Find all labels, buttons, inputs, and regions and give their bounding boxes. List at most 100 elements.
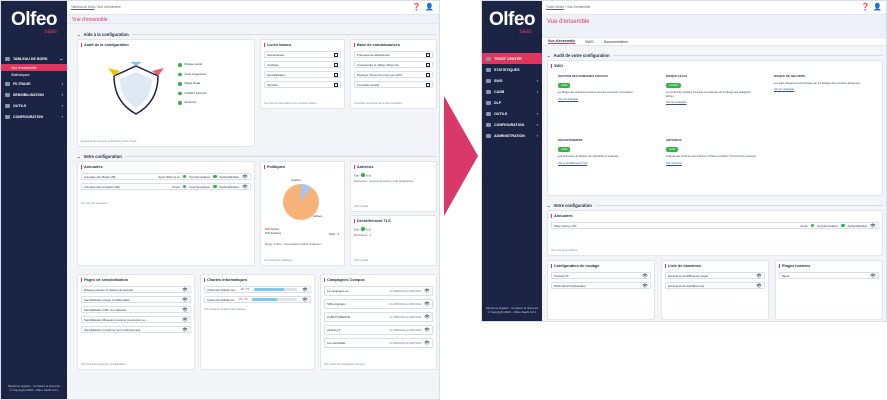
- card-footer-link[interactable]: Voir toutes les pages de sensibilisation: [81, 363, 126, 366]
- legal-links[interactable]: Mentions légales · Contacts et licences: [7, 384, 61, 389]
- card-footer-link[interactable]: Voir toutes les chartes informatiques: [204, 308, 246, 311]
- chevron-down-icon: ⌄: [59, 56, 63, 61]
- breadcrumb-link[interactable]: Tableau de bord: [71, 5, 95, 9]
- external-link-icon: [426, 82, 430, 87]
- doc-item[interactable]: Comprendre et utiliser Olspot de...: [354, 61, 433, 68]
- eye-icon[interactable]: 👁: [424, 288, 430, 293]
- card-footer-link[interactable]: Voir tous les annuaires: [551, 249, 578, 252]
- nav-administration[interactable]: ADMINISTRATION ›: [482, 130, 542, 141]
- audit-link[interactable]: Voir les stratégies: [666, 101, 687, 105]
- tab-swg[interactable]: SWG: [585, 39, 594, 44]
- eye-icon[interactable]: 👁: [424, 314, 430, 319]
- eye-icon[interactable]: 👁: [756, 272, 762, 278]
- eye-icon[interactable]: 👁: [182, 316, 188, 322]
- plage-item[interactable]: Week 👁: [779, 272, 879, 279]
- eye-icon[interactable]: 👁: [424, 340, 430, 345]
- nav-overview[interactable]: Vue d'ensemble: [1, 64, 67, 71]
- doc-item[interactable]: Prérequis au déploiement: [354, 51, 433, 58]
- chevron-down-icon[interactable]: ⌄: [547, 202, 551, 208]
- livre-item[interactable]: Juridique: [264, 61, 341, 68]
- eye-icon[interactable]: 👁: [182, 296, 188, 302]
- eye-icon[interactable]: 👁: [242, 173, 248, 179]
- card-footer-link[interactable]: Voir plus de informations sur nos livres…: [264, 102, 317, 105]
- page-item[interactable]: Risques pénaux et risques de sécurité 👁: [81, 286, 191, 293]
- eye-icon[interactable]: 👁: [302, 296, 308, 302]
- tab-bar: Vue d'ensemble SWG Documentation: [542, 38, 886, 46]
- eye-icon[interactable]: 👁: [182, 306, 188, 312]
- charte-item[interactable]: Charte Ema Belle Fil... 34 / 75 👁: [204, 296, 311, 303]
- eye-icon[interactable]: 👁: [870, 222, 876, 228]
- nav-statistiques[interactable]: STATISTIQUES: [482, 64, 542, 75]
- eye-icon[interactable]: 👁: [642, 272, 648, 278]
- doc-item[interactable]: Déployer Olspot de proxy par GPO: [354, 71, 433, 78]
- nav-dlp[interactable]: DLP: [482, 97, 542, 108]
- campagne-item[interactable]: La campagne es... Du 28/05/2022 au 28/07/…: [324, 286, 433, 296]
- doc-item[interactable]: Consulter la FAQ: [354, 81, 433, 88]
- annuaire-row[interactable]: Annuaire site principal (149) Azure Synchr…: [81, 183, 251, 190]
- eye-icon[interactable]: 👁: [642, 282, 648, 288]
- eye-icon[interactable]: 👁: [182, 286, 188, 292]
- eye-icon[interactable]: 👁: [424, 301, 430, 306]
- card-footer-link[interactable]: Voir le détail: [354, 205, 369, 208]
- charte-item[interactable]: Charte Ema Belle Gro... 45 / 75 👁: [204, 286, 311, 293]
- card-footer-link[interactable]: Voir toutes les campagnes Compus: [324, 363, 365, 366]
- domaine-item[interactable]: Exclusions déchiffrement Apple 👁: [665, 272, 765, 279]
- user-icon[interactable]: 👤: [873, 4, 882, 11]
- page-item[interactable]: Sensibilisation Bloqués proxisme (connex…: [81, 316, 191, 323]
- nav-dashboard[interactable]: TABLEAU DE BORD ⌄: [1, 53, 67, 64]
- campagne-item[interactable]: phishing 9 Du 28/05/2022 au 28/07/2022 👁: [324, 325, 433, 335]
- livre-item[interactable]: Sensibilisation: [264, 71, 341, 78]
- card-title: Configuration de routage: [551, 264, 651, 268]
- campagne-item[interactable]: CLIENT GRESOK... Du 28/05/2022 au 28/07/2…: [324, 312, 433, 322]
- legal-links[interactable]: Mentions légales · Contacts et licences: [485, 306, 539, 311]
- domaine-item[interactable]: Exclusions du déchiffrement 👁: [665, 282, 765, 289]
- eye-icon[interactable]: 👁: [302, 286, 308, 292]
- audit-col: DÉCHIFFREMENT Actifs Les protocoles de fil…: [558, 138, 650, 165]
- page-item[interactable]: Sensibilisation contenus non-professionn…: [81, 326, 191, 333]
- help-icon[interactable]: ❓: [412, 4, 421, 11]
- nav-configuration[interactable]: CONFIGURATION ›: [482, 119, 542, 130]
- nav-trust-center[interactable]: TRUST CENTER: [482, 53, 542, 64]
- nav-swg[interactable]: SWG ›: [482, 75, 542, 86]
- eye-icon[interactable]: 👁: [870, 272, 876, 278]
- card-footer-link[interactable]: En apprendre plus sur la démarche Trust …: [81, 140, 137, 143]
- breadcrumb-link[interactable]: Trust Center: [546, 5, 565, 9]
- nav-outils[interactable]: OUTILS ›: [1, 100, 67, 111]
- user-icon[interactable]: 👤: [425, 4, 434, 11]
- campagne-item[interactable]: Les sensibilité... Du 28/05/2022 au 28/07…: [324, 338, 433, 348]
- nav-filtrage[interactable]: FILTRAGE ›: [1, 78, 67, 89]
- campagne-item[interactable]: SNS migration Du 28/05/2022 au 28/07/2022…: [324, 299, 433, 309]
- card-footer-link[interactable]: Voir toutes les politiques: [264, 259, 292, 262]
- tab-overview[interactable]: Vue d'ensemble: [548, 39, 576, 44]
- chart-icon: [486, 67, 491, 72]
- nav-casb[interactable]: CASB ›: [482, 86, 542, 97]
- nav-configuration[interactable]: CONFIGURATION ›: [1, 111, 67, 122]
- annuaire-row[interactable]: Annuaire site Maule (28) Apert Olfeo la o…: [81, 173, 251, 180]
- eye-icon[interactable]: 👁: [756, 282, 762, 288]
- nav-sensibilisation[interactable]: SENSIBILISATION ›: [1, 89, 67, 100]
- eye-icon[interactable]: 👁: [242, 183, 248, 189]
- livre-item[interactable]: Sécurité: [264, 81, 341, 88]
- audit-link[interactable]: Voir le déchiffrement TLS: [558, 161, 588, 165]
- help-icon[interactable]: ❓: [861, 4, 870, 11]
- card-footer-link[interactable]: Voir le détail: [354, 259, 369, 262]
- nav-outils[interactable]: OUTILS ›: [482, 108, 542, 119]
- audit-link[interactable]: Voir les stratégies: [558, 97, 579, 101]
- eye-icon[interactable]: 👁: [424, 327, 430, 332]
- card-footer-link[interactable]: Voir tous les annuaires: [81, 202, 108, 205]
- page-item[interactable]: Sensibilisation URL non classées 👁: [81, 306, 191, 313]
- tab-documentation[interactable]: Documentation: [603, 39, 628, 44]
- eye-icon[interactable]: 👁: [182, 326, 188, 332]
- chevron-down-icon[interactable]: ⌄: [77, 153, 81, 159]
- chevron-down-icon[interactable]: ⌄: [77, 31, 81, 37]
- routage-item[interactable]: 2021/12b-ProxyPassthru 👁: [551, 282, 651, 289]
- card-footer-link[interactable]: Consulter l'ensemble de la documentation: [354, 102, 403, 105]
- audit-link[interactable]: Voir l'antivirus: [666, 161, 682, 165]
- audit-link[interactable]: Voir les stratégies: [774, 88, 795, 92]
- livre-item[interactable]: Souveraineté: [264, 51, 341, 58]
- annuaire-row[interactable]: Olfeo interne (26) Azure Synchronisation Au…: [551, 222, 879, 229]
- nav-stats[interactable]: Statistiques: [11, 72, 30, 77]
- chevron-down-icon[interactable]: ⌄: [547, 52, 551, 58]
- page-item[interactable]: Sensibilisation risque confidentialité 👁: [81, 296, 191, 303]
- routage-item[interactable]: Trustset PF 👁: [551, 272, 651, 279]
